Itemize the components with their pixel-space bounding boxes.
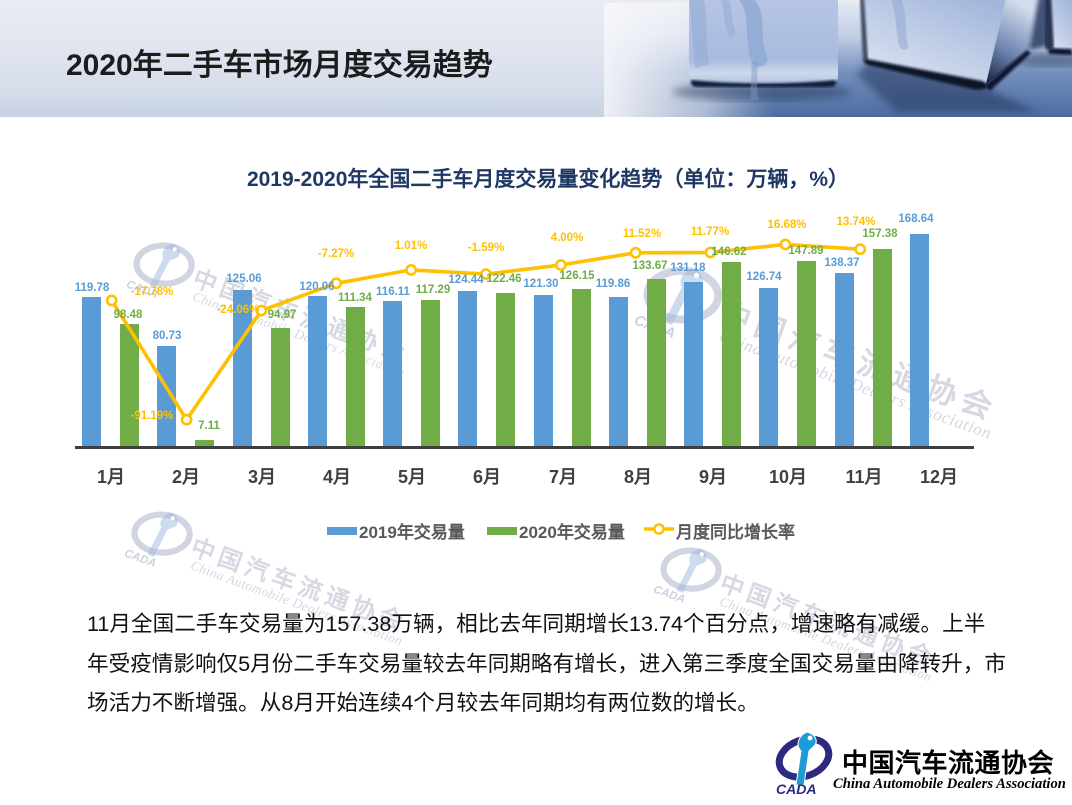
svg-text:CADA: CADA	[123, 548, 158, 571]
svg-text:CADA: CADA	[776, 781, 816, 797]
svg-text:CADA: CADA	[652, 584, 687, 607]
